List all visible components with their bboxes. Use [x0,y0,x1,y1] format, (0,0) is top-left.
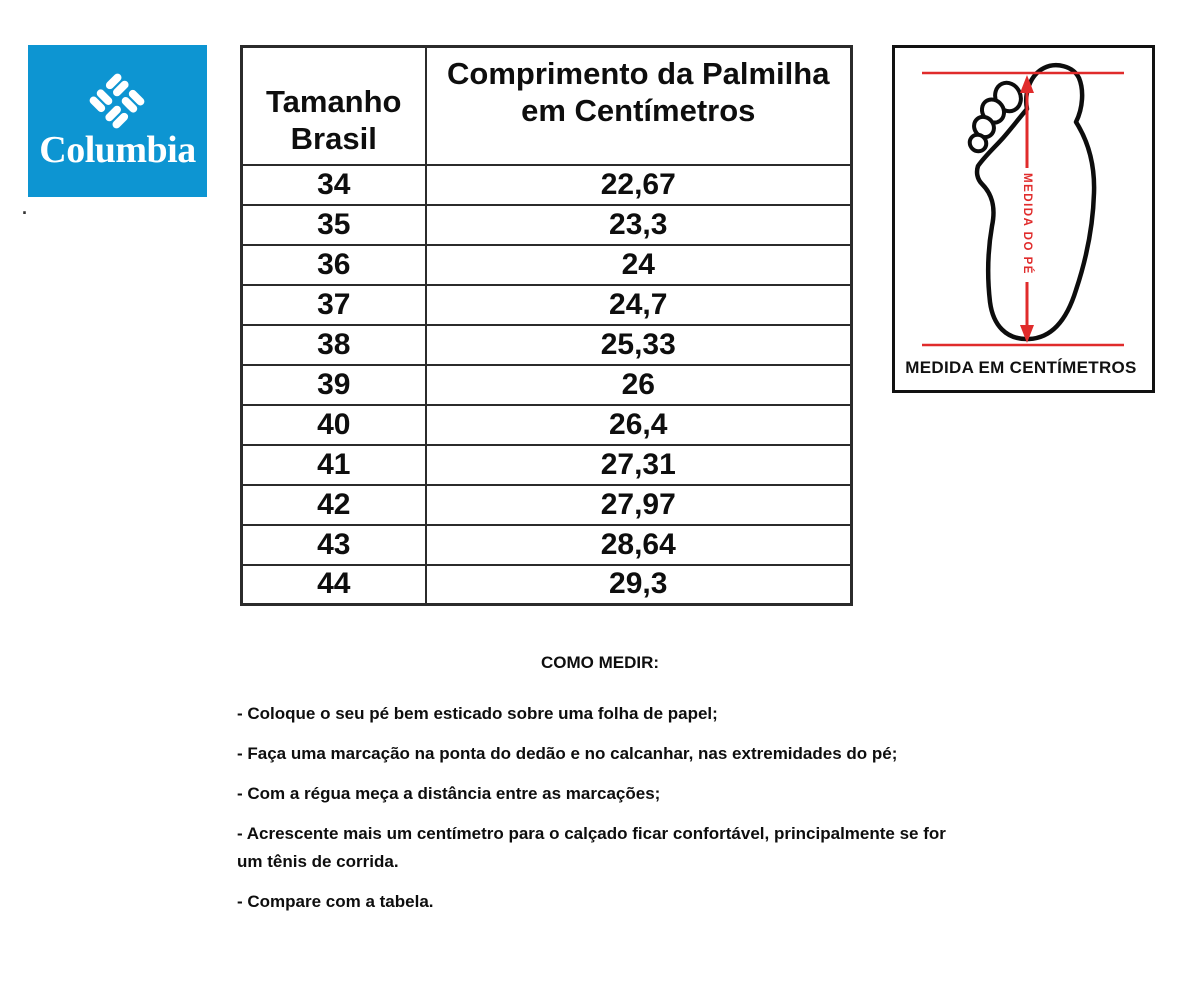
length-cell: 22,67 [424,163,853,206]
stray-dot: . [22,198,28,218]
header-line: Tamanho [266,83,402,119]
size-table: Tamanho Brasil Comprimento da Palmilha e… [240,45,853,606]
foot-measure-diagram: MEDIDA DO PÉ MEDIDA EM CENTÍMETROS [892,45,1155,393]
length-cell: 25,33 [424,323,853,366]
size-cell: 36 [240,243,427,286]
table-row: 35 23,3 [240,203,853,246]
size-cell: 35 [240,203,427,246]
size-cell: 38 [240,323,427,366]
table-row: 41 27,31 [240,443,853,486]
length-cell: 24,7 [424,283,853,326]
header-line: Comprimento da Palmilha [447,56,830,91]
table-row: 40 26,4 [240,403,853,446]
diagram-caption: MEDIDA EM CENTÍMETROS [905,358,1136,377]
table-row: 42 27,97 [240,483,853,526]
instruction-item: - Coloque o seu pé bem esticado sobre um… [237,704,718,723]
measuring-instructions: COMO MEDIR: - Coloque o seu pé bem estic… [237,650,963,928]
length-cell: 26,4 [424,403,853,446]
size-cell: 34 [240,163,427,206]
size-cell: 44 [240,563,427,606]
table-row: 44 29,3 [240,563,853,606]
length-cell: 29,3 [424,563,853,606]
table-row: 36 24 [240,243,853,286]
instruction-item: - Acrescente mais um centímetro para o c… [237,824,946,871]
columbia-gem-icon [89,73,145,129]
size-cell: 41 [240,443,427,486]
instruction-item: - Faça uma marcação na ponta do dedão e … [237,744,898,763]
size-cell: 42 [240,483,427,526]
table-header-row: Tamanho Brasil Comprimento da Palmilha e… [240,45,853,166]
size-cell: 37 [240,283,427,326]
foot-length-label: MEDIDA DO PÉ [1021,173,1034,275]
size-cell: 40 [240,403,427,446]
length-cell: 23,3 [424,203,853,246]
header-line: em Centímetros [521,93,756,128]
size-cell: 39 [240,363,427,406]
header-size-column: Tamanho Brasil [240,45,427,166]
length-cell: 26 [424,363,853,406]
size-cell: 43 [240,523,427,566]
header-length-column: Comprimento da Palmilha em Centímetros [424,45,853,166]
columbia-logo: Columbia [28,45,207,197]
instruction-item: - Com a régua meça a distância entre as … [237,784,661,803]
toe-icon [967,132,989,154]
length-cell: 24 [424,243,853,286]
arrow-up-icon [1020,75,1034,93]
table-row: 39 26 [240,363,853,406]
instructions-title: COMO MEDIR: [540,653,660,672]
length-cell: 28,64 [424,523,853,566]
foot-icon [974,63,1097,342]
header-line: Brasil [290,120,377,156]
length-cell: 27,31 [424,443,853,486]
instruction-item: - Compare com a tabela. [237,892,434,911]
length-cell: 27,97 [424,483,853,526]
table-row: 37 24,7 [240,283,853,326]
arrow-down-icon [1020,325,1034,343]
table-row: 43 28,64 [240,523,853,566]
table-row: 34 22,67 [240,163,853,206]
brand-wordmark: Columbia [39,129,196,171]
table-row: 38 25,33 [240,323,853,366]
